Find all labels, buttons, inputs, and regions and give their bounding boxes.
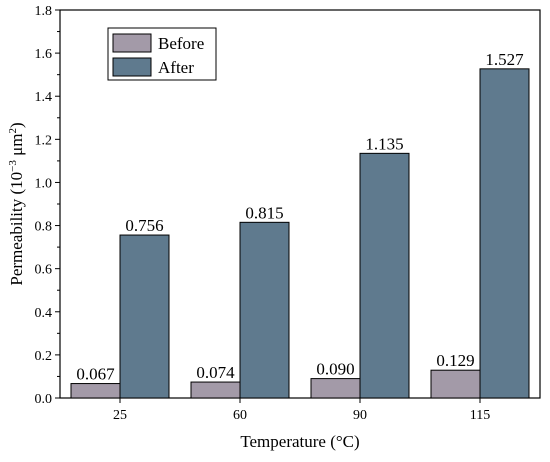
bar-value-label: 0.129 — [436, 351, 474, 370]
y-tick-label: 1.0 — [35, 176, 53, 191]
y-axis-label-close: ) — [7, 122, 26, 128]
bar-before-25 — [70, 383, 121, 399]
bar-value-label: 0.067 — [76, 365, 115, 384]
y-axis-label-main: Permeability (10 — [7, 172, 26, 286]
bars-group — [70, 68, 530, 399]
y-tick-label: 0.2 — [35, 349, 53, 364]
x-axis: 25 60 90 115 — [113, 398, 490, 423]
bar-value-label: 0.815 — [245, 203, 283, 222]
y-tick-label: 1.6 — [35, 47, 53, 62]
y-axis-label: Permeability (10−3 μm2) — [7, 122, 26, 285]
x-tick-label: 25 — [113, 408, 127, 423]
x-tick-label: 115 — [470, 408, 490, 423]
bar-before-90 — [310, 378, 361, 399]
y-tick-label: 0.8 — [35, 220, 53, 235]
y-tick-label: 1.2 — [35, 133, 53, 148]
x-axis-label: Temperature (°C) — [240, 432, 359, 451]
bar-after-90 — [359, 152, 410, 399]
legend-label-before: Before — [158, 34, 204, 53]
bar-after-25 — [119, 234, 170, 399]
bar-value-label: 1.527 — [485, 50, 524, 69]
y-tick-label: 1.4 — [35, 90, 53, 105]
legend-swatch-before — [112, 33, 152, 53]
x-tick-label: 90 — [353, 408, 367, 423]
y-axis: 0.0 0.2 0.4 0.6 0.8 1.0 1.2 1.4 1.6 1.8 — [35, 4, 60, 407]
bar-value-label: 0.090 — [316, 360, 354, 379]
x-tick-label: 60 — [233, 408, 247, 423]
bar-before-115 — [430, 369, 481, 399]
bar-value-label: 0.074 — [196, 363, 235, 382]
bar-after-115 — [479, 68, 530, 399]
bar-value-label: 1.135 — [365, 134, 403, 153]
bar-after-60 — [239, 221, 290, 399]
y-tick-label: 1.8 — [35, 4, 53, 19]
legend-swatch-after — [112, 57, 152, 77]
y-axis-label-unit: μm — [7, 134, 26, 161]
y-tick-label: 0.4 — [35, 306, 53, 321]
legend-label-after: After — [158, 58, 194, 77]
y-axis-label-exp: −3 — [7, 160, 19, 172]
y-tick-label: 0.6 — [35, 263, 53, 278]
bar-labels-group: 0.067 0.756 0.074 0.815 0.090 1.135 0.129 1.527 — [76, 50, 524, 384]
legend: Before After — [107, 27, 217, 81]
bar-before-60 — [190, 381, 241, 399]
y-axis-label-unit-exp: 2 — [7, 128, 19, 134]
y-tick-label: 0.0 — [35, 392, 53, 407]
bar-value-label: 0.756 — [125, 216, 163, 235]
